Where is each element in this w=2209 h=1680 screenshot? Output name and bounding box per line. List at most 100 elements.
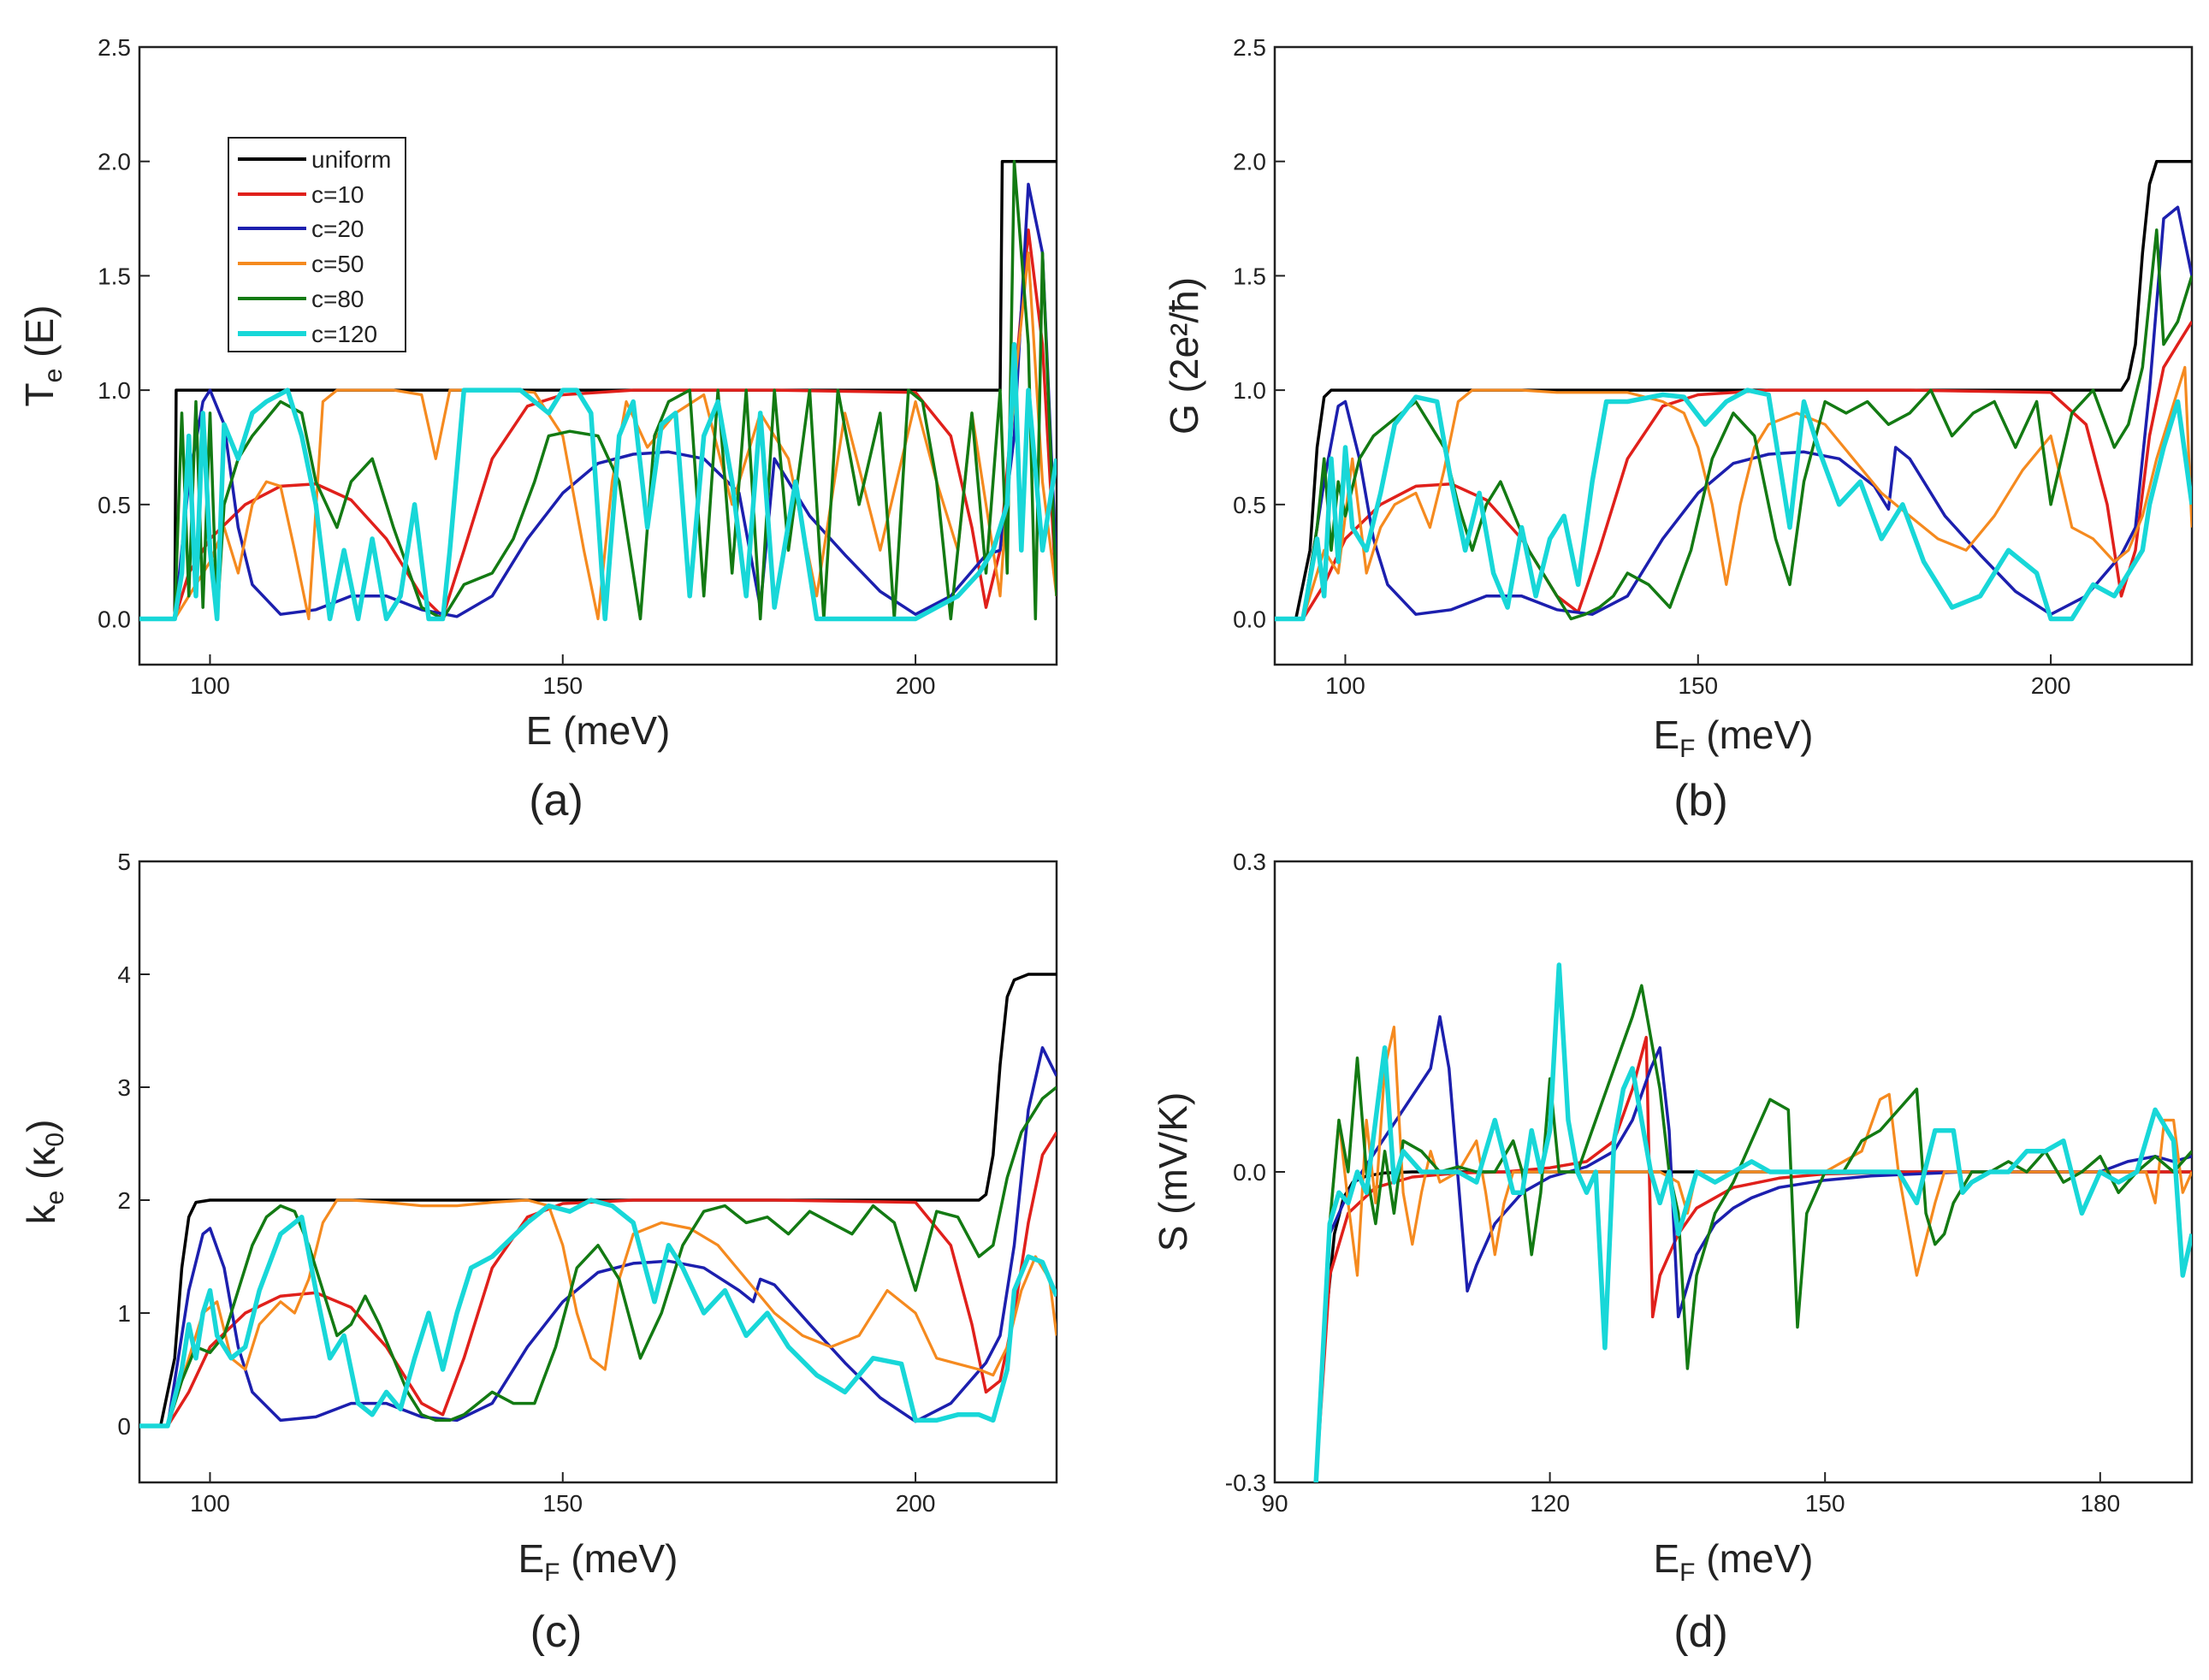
xlabel-b: EF (meV) [1653, 713, 1813, 763]
ylabel-a-main: T [17, 382, 62, 406]
ylabel-b: G (2e²/ħ) [1162, 277, 1206, 435]
xlabel-a: E (meV) [526, 708, 671, 753]
series-line-c-uniform [139, 973, 1057, 1428]
ytick-label-a-0: 0.0 [98, 606, 131, 633]
ytick-label-c-4: 4 [117, 961, 131, 988]
panel-a: 100 150 200 0.0 0.5 1.0 1.5 2.0 2.5 E (meV) Te (… [17, 34, 1058, 825]
xtick-label-d-2: 150 [1805, 1490, 1845, 1517]
xlabel-d-sub: F [1679, 1559, 1695, 1587]
xtick-label-d-1: 120 [1530, 1490, 1570, 1517]
ytick-label-c-5: 5 [117, 849, 131, 875]
xtick-label-a-1: 150 [542, 672, 583, 699]
ylabel-a-tail: (E) [17, 305, 62, 369]
ylabel-c-sub: e [41, 1191, 69, 1205]
ytick-label-d-2: 0.3 [1233, 849, 1266, 875]
ytick-label-a-1: 0.5 [98, 492, 131, 518]
xlabel-b-main: E [1653, 713, 1679, 757]
ylabel-c: ke (κ0) [19, 1120, 69, 1225]
xlabel-d-tail: (meV) [1696, 1536, 1814, 1581]
ytick-label-b-1: 0.5 [1233, 492, 1266, 518]
ylabel-c-main: k [19, 1204, 63, 1224]
legend-label-c120: c=120 [311, 321, 377, 347]
ytick-label-b-3: 1.5 [1233, 263, 1266, 289]
series-line-c-c80 [139, 1085, 1057, 1428]
xtick-label-d-3: 180 [2080, 1490, 2120, 1517]
series-line-a-c20 [139, 182, 1057, 621]
xlabel-c: EF (meV) [518, 1536, 678, 1587]
axis-ticks-d: 90 120 150 180 -0.3 0.0 0.3 [1225, 849, 2120, 1517]
series-line-b-c120 [1275, 387, 2192, 622]
series-lines-a [139, 159, 1057, 622]
legend-label-c80: c=80 [311, 286, 364, 312]
series-line-d-c80 [1314, 984, 2192, 1482]
ylabel-c-tail: ) [19, 1120, 63, 1133]
axis-ticks-c: 100 150 200 0 1 2 3 4 5 [117, 849, 935, 1517]
plot-frame-c [138, 860, 1058, 1484]
ytick-label-d-1: 0.0 [1233, 1159, 1266, 1186]
panel-label-b: (b) [1673, 776, 1728, 825]
xtick-label-a-0: 100 [190, 672, 230, 699]
legend-label-uniform: uniform [311, 146, 391, 173]
series-line-b-c80 [1275, 228, 2192, 621]
series-line-b-uniform [1275, 159, 2192, 621]
series-line-d-c50 [1314, 1025, 2192, 1482]
ytick-label-a-5: 2.5 [98, 34, 131, 61]
ytick-label-b-5: 2.5 [1233, 34, 1266, 61]
ylabel-a-sub: e [39, 369, 68, 383]
legend-label-c10: c=10 [311, 181, 364, 208]
panel-label-d: (d) [1673, 1607, 1728, 1657]
axis-ticks-b: 100 150 200 0.0 0.5 1.0 1.5 2.0 2.5 [1233, 34, 2070, 699]
ytick-label-c-1: 1 [117, 1300, 131, 1327]
ytick-label-c-0: 0 [117, 1413, 131, 1440]
series-line-c-c50 [139, 1198, 1057, 1428]
series-line-d-uniform [1314, 1170, 2192, 1482]
panel-label-a: (a) [529, 776, 583, 825]
xtick-label-a-2: 200 [896, 672, 936, 699]
xtick-label-d-0: 90 [1261, 1490, 1288, 1517]
series-line-a-c50 [139, 251, 1057, 621]
ytick-label-a-3: 1.5 [98, 263, 131, 289]
panel-d: 90 120 150 180-0.30.00.3 EF (meV) S (mV/K) … [1151, 849, 2194, 1657]
panel-b: 100 150 200 0.0 0.5 1.0 1.5 2.0 2.5 EF (meV) G (… [1162, 34, 2194, 825]
xtick-label-c-2: 200 [896, 1490, 936, 1517]
ytick-label-a-4: 2.0 [98, 149, 131, 175]
ylabel-c-mid: (κ [19, 1146, 63, 1191]
panel-label-c: (c) [530, 1607, 583, 1657]
ytick-label-a-2: 1.0 [98, 377, 131, 404]
ytick-label-c-3: 3 [117, 1074, 131, 1101]
plot-frame-a [138, 45, 1058, 666]
series-lines-c [139, 973, 1057, 1429]
axis-ticks-a: 100 150 200 0.0 0.5 1.0 1.5 2.0 2.5 [98, 34, 935, 699]
xlabel-b-sub: F [1679, 735, 1695, 763]
series-line-b-c10 [1275, 320, 2192, 621]
series-line-a-c120 [139, 341, 1057, 622]
panel-c: 100 150 200 0 1 2 3 4 5 EF (meV) ke (κ0) (c) [19, 849, 1058, 1657]
xtick-label-c-0: 100 [190, 1490, 230, 1517]
ytick-label-b-4: 2.0 [1233, 149, 1266, 175]
xlabel-d-main: E [1653, 1536, 1679, 1581]
xlabel-c-tail: (meV) [560, 1536, 678, 1581]
xtick-label-b-0: 100 [1325, 672, 1365, 699]
xtick-label-c-1: 150 [542, 1490, 583, 1517]
xlabel-c-sub: F [544, 1559, 560, 1587]
ytick-label-b-2: 1.0 [1233, 377, 1266, 404]
ytick-label-d-0: -0.3 [1225, 1470, 1266, 1496]
xlabel-b-tail: (meV) [1696, 713, 1814, 757]
xlabel-c-main: E [518, 1536, 544, 1581]
series-lines-b [1275, 159, 2192, 622]
series-line-d-c20 [1314, 1015, 2192, 1482]
legend-label-c50: c=50 [311, 251, 364, 277]
ylabel-a: Te (E) [17, 305, 68, 407]
series-lines-d [1313, 962, 2192, 1482]
ylabel-d: S (mV/K) [1151, 1092, 1195, 1252]
series-line-a-c10 [139, 228, 1057, 621]
plot-frame-b [1273, 45, 2194, 666]
series-line-c-c20 [139, 1046, 1057, 1428]
legend-label-c20: c=20 [311, 216, 364, 242]
series-line-d-c10 [1314, 1035, 2192, 1482]
ytick-label-c-2: 2 [117, 1187, 131, 1214]
xtick-label-b-1: 150 [1678, 672, 1718, 699]
legend: uniform c=10 c=20 c=50 c=80 c=120 [228, 137, 406, 352]
xlabel-d: EF (meV) [1653, 1536, 1813, 1587]
